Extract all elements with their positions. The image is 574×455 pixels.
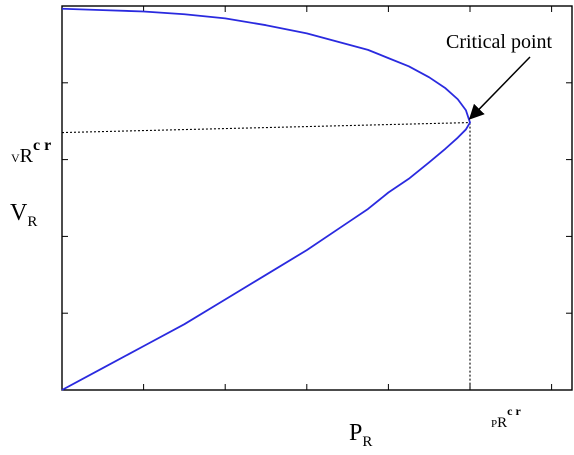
critical-y-label: VRc r [11,137,51,167]
x-axis-label: PR [349,420,372,450]
critical-point-arrow [468,56,531,120]
critical-guides [61,122,471,390]
chart-labels: PR VR PRc r VRc r Critical point [10,31,553,450]
critical-point-annotation: Critical point [446,31,553,53]
axis-ticks [62,6,572,390]
pv-curve-series-0 [61,7,471,391]
y-axis-label: VR [10,200,37,230]
plot-frame [61,5,573,391]
critical-horizontal-guide [61,122,471,134]
critical-x-label: PRc r [491,404,521,431]
series-layer [61,7,471,391]
